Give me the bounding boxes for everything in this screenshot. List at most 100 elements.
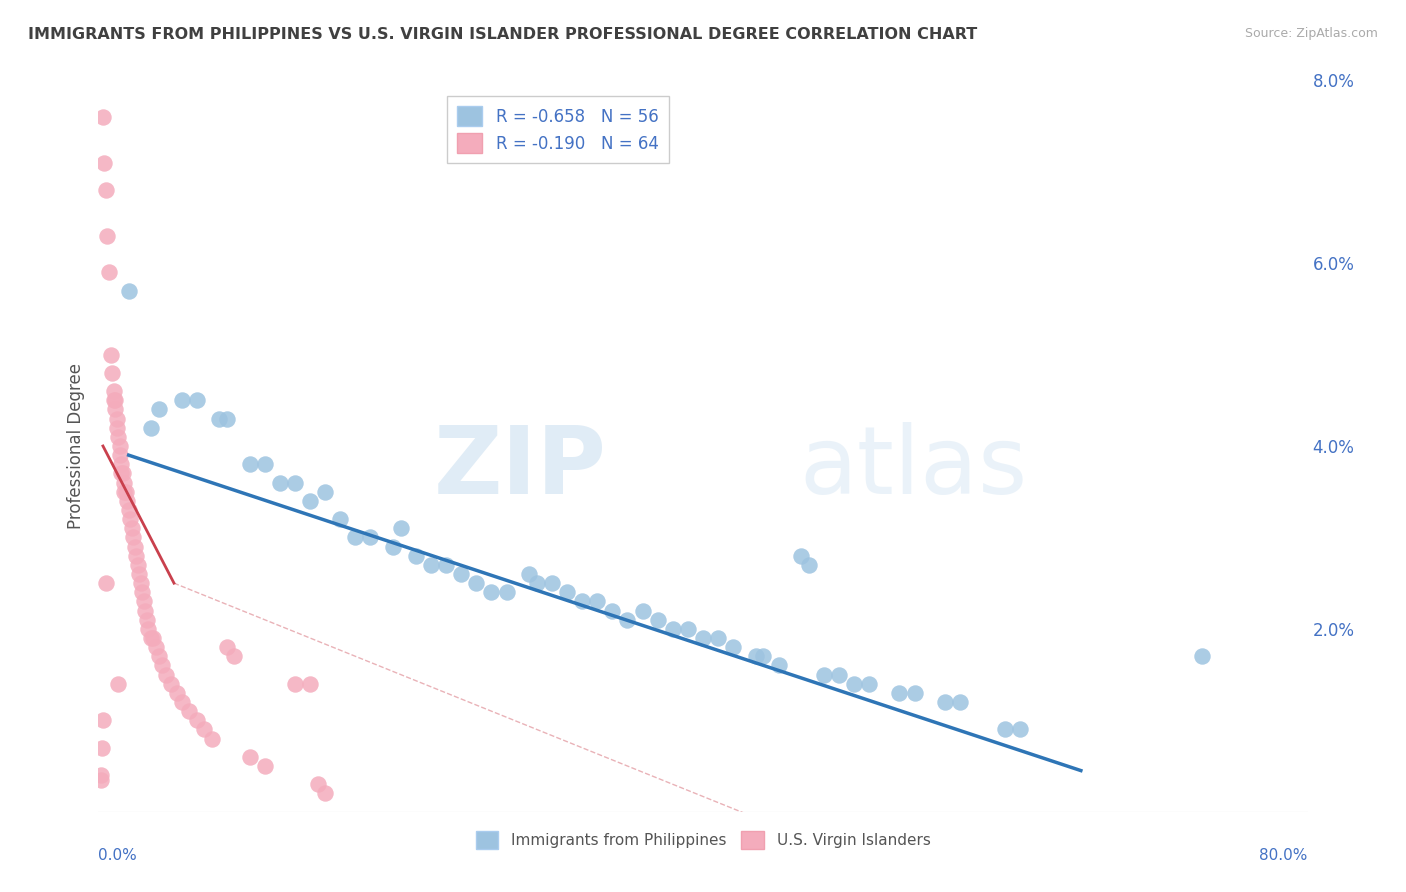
Point: [889, 686, 911, 700]
Point: [949, 695, 972, 709]
Point: [115, 494, 138, 508]
Point: [360, 530, 382, 544]
Point: [148, 649, 170, 664]
Point: [616, 613, 638, 627]
Point: [602, 603, 624, 617]
Point: [166, 686, 188, 700]
Point: [215, 640, 238, 655]
Point: [108, 448, 131, 462]
Point: [858, 676, 880, 690]
Point: [904, 686, 927, 700]
Point: [586, 594, 609, 608]
Point: [299, 494, 322, 508]
Point: [284, 676, 307, 690]
Point: [631, 603, 654, 617]
Point: [94, 183, 117, 197]
Point: [160, 676, 183, 690]
Point: [661, 622, 683, 636]
Point: [239, 749, 262, 764]
Point: [420, 558, 443, 572]
Point: [344, 530, 367, 544]
Y-axis label: Professional Degree: Professional Degree: [66, 363, 84, 529]
Point: [141, 631, 163, 645]
Point: [105, 411, 128, 425]
Point: [239, 457, 262, 471]
Point: [93, 155, 115, 169]
Point: [215, 411, 238, 425]
Point: [450, 567, 472, 582]
Point: [1010, 723, 1032, 737]
Point: [647, 613, 669, 627]
Point: [90, 772, 112, 787]
Point: [540, 576, 562, 591]
Point: [125, 549, 148, 563]
Point: [128, 567, 150, 582]
Point: [91, 110, 114, 124]
Point: [253, 759, 276, 773]
Point: [224, 649, 246, 664]
Point: [91, 740, 114, 755]
Point: [111, 467, 134, 481]
Point: [201, 731, 224, 746]
Point: [745, 649, 768, 664]
Point: [127, 558, 149, 572]
Point: [405, 549, 427, 563]
Point: [170, 695, 193, 709]
Point: [91, 714, 114, 728]
Point: [118, 503, 141, 517]
Point: [307, 777, 329, 791]
Point: [135, 613, 157, 627]
Point: [481, 585, 503, 599]
Text: atlas: atlas: [800, 422, 1028, 514]
Point: [100, 347, 122, 362]
Point: [179, 704, 201, 718]
Point: [142, 631, 165, 645]
Point: [193, 723, 215, 737]
Point: [110, 457, 132, 471]
Point: [994, 723, 1017, 737]
Point: [768, 658, 790, 673]
Point: [314, 787, 336, 801]
Point: [517, 567, 540, 582]
Point: [112, 475, 135, 490]
Point: [108, 439, 131, 453]
Point: [96, 228, 118, 243]
Point: [208, 411, 231, 425]
Point: [790, 549, 813, 563]
Point: [118, 284, 141, 298]
Point: [389, 521, 412, 535]
Point: [134, 603, 156, 617]
Text: ZIP: ZIP: [433, 422, 606, 514]
Point: [107, 676, 129, 690]
Point: [120, 512, 142, 526]
Point: [299, 676, 322, 690]
Point: [90, 768, 112, 782]
Point: [141, 421, 163, 435]
Point: [495, 585, 517, 599]
Text: IMMIGRANTS FROM PHILIPPINES VS U.S. VIRGIN ISLANDER PROFESSIONAL DEGREE CORRELAT: IMMIGRANTS FROM PHILIPPINES VS U.S. VIRG…: [28, 27, 977, 42]
Point: [813, 667, 835, 681]
Point: [129, 576, 152, 591]
Point: [269, 475, 291, 490]
Point: [104, 393, 127, 408]
Point: [112, 484, 135, 499]
Point: [114, 484, 136, 499]
Point: [676, 622, 699, 636]
Point: [103, 393, 125, 408]
Legend: Immigrants from Philippines, U.S. Virgin Islanders: Immigrants from Philippines, U.S. Virgin…: [470, 824, 936, 855]
Point: [797, 558, 820, 572]
Point: [465, 576, 488, 591]
Point: [124, 540, 146, 554]
Point: [723, 640, 745, 655]
Point: [107, 430, 129, 444]
Point: [148, 402, 170, 417]
Point: [934, 695, 956, 709]
Text: 0.0%: 0.0%: [98, 848, 138, 863]
Point: [526, 576, 548, 591]
Point: [170, 393, 193, 408]
Point: [844, 676, 866, 690]
Point: [434, 558, 457, 572]
Point: [155, 667, 177, 681]
Point: [98, 265, 121, 279]
Point: [186, 714, 208, 728]
